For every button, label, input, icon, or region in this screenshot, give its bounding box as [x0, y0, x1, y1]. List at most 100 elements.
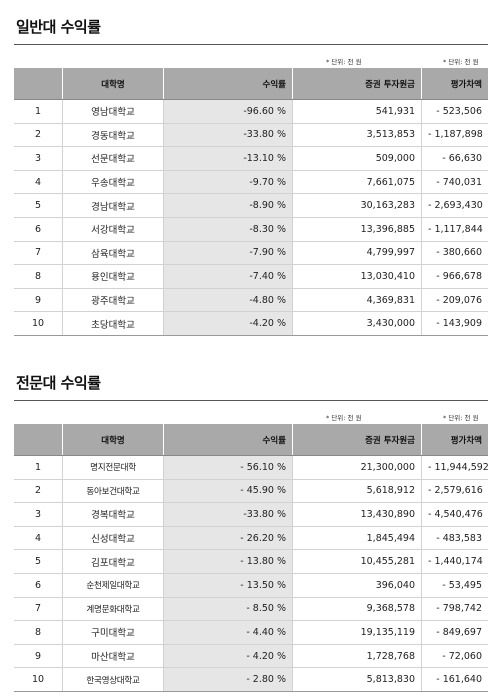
university-name-cell: 선문대학교 — [62, 146, 164, 171]
investment-cell: 1,845,494 — [292, 526, 422, 551]
return-rate-cell: -8.90 % — [163, 193, 293, 218]
table-row: 4 우송대학교 -9.70 % 7,661,075- 740,031 — [14, 170, 488, 195]
rank-cell: 5 — [14, 549, 63, 574]
return-rate-cell: -8.30 % — [163, 217, 293, 242]
investment-cell: 19,135,119 — [292, 620, 422, 645]
header-investment: 증권 투자원금 — [292, 68, 422, 100]
valuation-diff-cell: - 209,076 — [421, 288, 488, 313]
university-name-cell: 서강대학교 — [62, 217, 164, 242]
rank-cell: 6 — [14, 217, 63, 242]
rank-cell: 8 — [14, 620, 63, 645]
investment-cell: 13,030,410 — [292, 264, 422, 289]
university-name-cell: 한국영상대학교 — [62, 667, 164, 692]
investment-cell: 7,661,075 — [292, 170, 422, 195]
return-rate-cell: - 2.80 % — [163, 667, 293, 692]
return-rate-cell: -7.40 % — [163, 264, 293, 289]
rank-cell: 8 — [14, 264, 63, 289]
return-rate-cell: - 13.50 % — [163, 573, 293, 598]
table-row: 6 서강대학교 -8.30 % 13,396,885- 1,117,844 — [14, 217, 488, 242]
university-name-cell: 삼육대학교 — [62, 241, 164, 266]
investment-cell: 4,369,831 — [292, 288, 422, 313]
university-name-cell: 구미대학교 — [62, 620, 164, 645]
valuation-diff-cell: - 849,697 — [421, 620, 488, 645]
valuation-diff-cell: - 380,660 — [421, 241, 488, 266]
university-name-cell: 경동대학교 — [62, 123, 164, 148]
university-name-cell: 경복대학교 — [62, 502, 164, 527]
rank-cell: 4 — [14, 526, 63, 551]
table-row: 9 광주대학교 -4.80 % 4,369,831- 209,076 — [14, 288, 488, 313]
valuation-diff-cell: - 4,540,476 — [421, 502, 488, 527]
header-return-rate: 수익률 — [163, 424, 293, 456]
university-name-cell: 신성대학교 — [62, 526, 164, 551]
table-row: 3 선문대학교 -13.10 % 509,000- 66,630 — [14, 146, 488, 171]
unit-note-investment: * 단위: 천 원 — [326, 58, 362, 66]
return-rate-cell: -33.80 % — [163, 123, 293, 148]
valuation-diff-cell: - 1,117,844 — [421, 217, 488, 242]
unit-note-investment: * 단위: 천 원 — [326, 414, 362, 422]
university-name-cell: 계명문화대학교 — [62, 597, 164, 622]
section-title: 전문대 수익률 — [16, 374, 101, 392]
section-divider — [14, 400, 488, 401]
unit-note-diff: * 단위: 천 원 — [443, 58, 479, 66]
rank-cell: 9 — [14, 644, 63, 669]
investment-cell: 21,300,000 — [292, 455, 422, 480]
returns-table: 대학명 수익률 증권 투자원금 평가차액 1 명지전문대학 - 56.10 % 21,… — [14, 424, 488, 692]
valuation-diff-cell: - 72,060 — [421, 644, 488, 669]
return-rate-cell: - 26.20 % — [163, 526, 293, 551]
investment-cell: 541,931 — [292, 99, 422, 124]
return-rate-cell: - 8.50 % — [163, 597, 293, 622]
valuation-diff-cell: - 740,031 — [421, 170, 488, 195]
table-row: 9 마산대학교 - 4.20 % 1,728,768- 72,060 — [14, 644, 488, 669]
investment-cell: 9,368,578 — [292, 597, 422, 622]
return-rate-cell: -4.80 % — [163, 288, 293, 313]
rank-cell: 9 — [14, 288, 63, 313]
header-valuation-diff: 평가차액 — [421, 424, 488, 456]
valuation-diff-cell: - 1,187,898 — [421, 123, 488, 148]
valuation-diff-cell: - 66,630 — [421, 146, 488, 171]
table-row: 7 계명문화대학교 - 8.50 % 9,368,578- 798,742 — [14, 597, 488, 622]
university-name-cell: 마산대학교 — [62, 644, 164, 669]
investment-cell: 509,000 — [292, 146, 422, 171]
investment-cell: 396,040 — [292, 573, 422, 598]
investment-cell: 4,799,997 — [292, 241, 422, 266]
rank-cell: 6 — [14, 573, 63, 598]
valuation-diff-cell: - 2,579,616 — [421, 479, 488, 504]
valuation-diff-cell: - 966,678 — [421, 264, 488, 289]
university-name-cell: 광주대학교 — [62, 288, 164, 313]
university-name-cell: 영남대학교 — [62, 99, 164, 124]
investment-cell: 13,396,885 — [292, 217, 422, 242]
investment-cell: 10,455,281 — [292, 549, 422, 574]
header-university: 대학명 — [62, 424, 164, 456]
rank-cell: 3 — [14, 146, 63, 171]
table-row: 6 순천제일대학교 - 13.50 % 396,040- 53,495 — [14, 573, 488, 598]
header-return-rate: 수익률 — [163, 68, 293, 100]
rank-cell: 4 — [14, 170, 63, 195]
table-row: 2 경동대학교 -33.80 % 3,513,853- 1,187,898 — [14, 123, 488, 148]
return-rate-cell: -33.80 % — [163, 502, 293, 527]
table-row: 2 동아보건대학교 - 45.90 % 5,618,912- 2,579,616 — [14, 479, 488, 504]
rank-cell: 1 — [14, 99, 63, 124]
investment-cell: 3,430,000 — [292, 311, 422, 336]
valuation-diff-cell: - 798,742 — [421, 597, 488, 622]
return-rate-cell: - 13.80 % — [163, 549, 293, 574]
table-row: 5 경남대학교 -8.90 % 30,163,283- 2,693,430 — [14, 193, 488, 218]
header-rank — [14, 68, 63, 100]
rank-cell: 5 — [14, 193, 63, 218]
table-row: 1 명지전문대학 - 56.10 % 21,300,000- 11,944,592 — [14, 455, 488, 480]
return-rate-cell: -9.70 % — [163, 170, 293, 195]
unit-note-diff: * 단위: 천 원 — [443, 414, 479, 422]
return-rate-cell: -96.60 % — [163, 99, 293, 124]
investment-cell: 1,728,768 — [292, 644, 422, 669]
table-row: 8 구미대학교 - 4.40 % 19,135,119- 849,697 — [14, 620, 488, 645]
return-rate-cell: -13.10 % — [163, 146, 293, 171]
rank-cell: 1 — [14, 455, 63, 480]
table-row: 1 영남대학교 -96.60 % 541,931- 523,506 — [14, 99, 488, 124]
rank-cell: 7 — [14, 597, 63, 622]
valuation-diff-cell: - 1,440,174 — [421, 549, 488, 574]
investment-cell: 5,813,830 — [292, 667, 422, 692]
university-name-cell: 용인대학교 — [62, 264, 164, 289]
return-rate-cell: - 4.40 % — [163, 620, 293, 645]
header-rank — [14, 424, 63, 456]
table-header-row: 대학명 수익률 증권 투자원금 평가차액 — [14, 424, 488, 456]
returns-table: 대학명 수익률 증권 투자원금 평가차액 1 영남대학교 -96.60 % 541,9… — [14, 68, 488, 336]
